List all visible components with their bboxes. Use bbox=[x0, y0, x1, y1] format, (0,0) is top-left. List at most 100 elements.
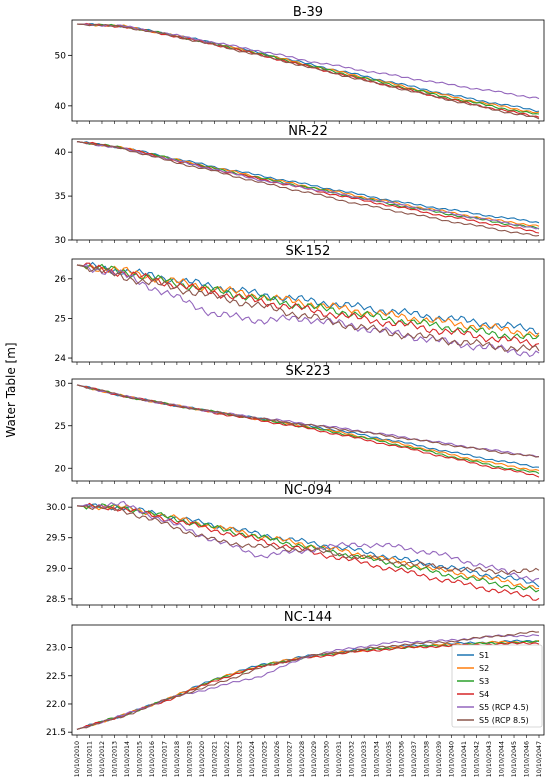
panel-nr-22: NR-22 30 35 40 bbox=[55, 124, 545, 246]
x-tick-label: 10/10/2031 bbox=[336, 741, 343, 777]
x-tick-label: 10/10/2042 bbox=[474, 741, 481, 777]
y-tick-label: 23.0 bbox=[46, 644, 66, 654]
panel-sk-152: SK-152 24 25 26 bbox=[55, 244, 545, 365]
panel-title: NC-144 bbox=[284, 610, 332, 625]
x-tick-label: 10/10/2035 bbox=[386, 741, 393, 777]
x-tick-label: 10/10/2011 bbox=[86, 741, 93, 777]
plot-frame bbox=[71, 138, 545, 241]
y-tick-label: 20 bbox=[55, 464, 67, 474]
y-tick-label: 30.0 bbox=[46, 503, 66, 513]
x-tick-label: 10/10/2022 bbox=[224, 741, 231, 777]
legend-label: S5 (RCP 4.5) bbox=[479, 703, 529, 712]
series-line-s1 bbox=[76, 261, 540, 335]
legend-box bbox=[451, 644, 543, 728]
series-line-s1 bbox=[76, 503, 540, 588]
x-tick-label: 10/10/2038 bbox=[424, 741, 431, 777]
x-tick-label: 10/10/2023 bbox=[236, 741, 243, 777]
x-tick-label: 10/10/2024 bbox=[249, 741, 256, 777]
legend-label: S2 bbox=[479, 664, 489, 673]
y-tick-label: 22.5 bbox=[46, 672, 66, 682]
series-line-s3 bbox=[76, 263, 540, 341]
x-tick-label: 10/10/2017 bbox=[161, 741, 168, 777]
series-line-s5-rcp-4-5- bbox=[76, 263, 540, 358]
y-tick-label: 30 bbox=[55, 379, 67, 389]
panel-nc-144: NC-144 21.5 22.0 22.5 23.0 bbox=[46, 610, 545, 738]
series-line-s5-rcp-8-5- bbox=[76, 504, 540, 576]
legend-label: S4 bbox=[479, 690, 489, 699]
x-tick-label: 10/10/2027 bbox=[286, 741, 293, 777]
x-tick-label: 10/10/2043 bbox=[486, 741, 493, 777]
series-line-s3 bbox=[76, 503, 540, 593]
plot-frame bbox=[71, 258, 545, 363]
series-line-s2 bbox=[76, 504, 540, 590]
y-tick-label: 22.0 bbox=[46, 700, 66, 710]
x-tick-label: 10/10/2019 bbox=[186, 741, 193, 777]
series-line-s5-rcp-8-5- bbox=[76, 23, 540, 120]
plot-frame bbox=[71, 497, 545, 606]
y-tick-label: 25 bbox=[55, 422, 66, 432]
plot-frame bbox=[71, 378, 545, 482]
x-tick-label: 10/10/2033 bbox=[361, 741, 368, 777]
x-tick-label: 10/10/2010 bbox=[74, 741, 81, 777]
x-tick-label: 10/10/2014 bbox=[124, 741, 131, 777]
panel-title: B-39 bbox=[293, 5, 323, 20]
x-tick-label: 10/10/2018 bbox=[174, 741, 181, 777]
panel-sk-223: SK-223 20 25 30 bbox=[55, 364, 545, 484]
x-tick-label: 10/10/2029 bbox=[311, 741, 318, 777]
panel-title: SK-223 bbox=[286, 364, 331, 379]
series-line-s2 bbox=[76, 23, 540, 114]
series-line-s5-rcp-4-5- bbox=[76, 384, 540, 458]
legend-label: S5 (RCP 8.5) bbox=[479, 716, 529, 725]
y-tick-label: 29.0 bbox=[46, 564, 66, 574]
series-line-s5-rcp-8-5- bbox=[76, 384, 540, 458]
x-tick-label: 10/10/2016 bbox=[149, 741, 156, 777]
y-axis-label: Water Table [m] bbox=[4, 342, 18, 437]
x-tick-label: 10/10/2032 bbox=[349, 741, 356, 777]
series-line-s5-rcp-8-5- bbox=[76, 630, 540, 730]
y-tick-label: 50 bbox=[55, 51, 67, 61]
x-tick-label: 10/10/2021 bbox=[211, 741, 218, 777]
x-tick-label: 10/10/2040 bbox=[449, 741, 456, 777]
legend-label: S3 bbox=[479, 677, 489, 686]
panel-title: NC-094 bbox=[284, 483, 332, 498]
legend-label: S1 bbox=[479, 651, 489, 660]
plot-frame bbox=[71, 19, 545, 122]
x-tick-label: 10/10/2015 bbox=[136, 741, 143, 777]
series-line-s5-rcp-8-5- bbox=[76, 141, 540, 237]
x-tick-label: 10/10/2036 bbox=[399, 741, 406, 777]
y-tick-label: 29.5 bbox=[46, 534, 66, 544]
y-tick-label: 30 bbox=[55, 236, 67, 246]
series-line-s1 bbox=[76, 384, 540, 468]
x-tick-label: 10/10/2028 bbox=[299, 741, 306, 777]
panel-title: NR-22 bbox=[288, 124, 327, 139]
y-tick-label: 21.5 bbox=[46, 728, 66, 738]
chart-panels: B-39 40 50 NR-22 30 35 40 SK-152 24 25 26 SK-223 20 2… bbox=[46, 5, 545, 777]
x-tick-label: 10/10/2034 bbox=[374, 741, 381, 777]
y-tick-label: 24 bbox=[55, 354, 67, 364]
x-tick-label: 10/10/2039 bbox=[436, 741, 443, 777]
x-tick-label: 10/10/2047 bbox=[536, 741, 543, 777]
y-tick-label: 40 bbox=[55, 102, 67, 112]
panel-title: SK-152 bbox=[286, 244, 331, 259]
panel-b-39: B-39 40 50 bbox=[55, 5, 545, 124]
series-line-s5-rcp-4-5- bbox=[76, 23, 540, 100]
x-tick-label: 10/10/2030 bbox=[324, 741, 331, 777]
x-tick-label: 10/10/2046 bbox=[524, 741, 531, 777]
series-line-s4 bbox=[76, 141, 540, 234]
x-tick-label: 10/10/2045 bbox=[511, 741, 518, 777]
x-tick-label: 10/10/2026 bbox=[274, 741, 281, 777]
x-tick-label: 10/10/2041 bbox=[461, 741, 468, 777]
series-line-s3 bbox=[76, 141, 540, 230]
x-tick-label: 10/10/2044 bbox=[499, 741, 506, 777]
y-tick-label: 35 bbox=[55, 192, 66, 202]
x-tick-label: 10/10/2037 bbox=[411, 741, 418, 777]
panel-nc-094: NC-094 28.5 29.0 29.5 30.0 bbox=[46, 483, 545, 608]
y-tick-label: 25 bbox=[55, 314, 66, 324]
plot-frame bbox=[71, 624, 545, 736]
y-tick-label: 28.5 bbox=[46, 595, 66, 605]
legend: S1 S2 S3 S4 S5 (RCP 4.5) S5 (RCP 8.5) bbox=[451, 644, 543, 728]
x-tick-label: 10/10/2013 bbox=[111, 741, 118, 777]
x-tick-label: 10/10/2025 bbox=[261, 741, 268, 777]
y-tick-label: 26 bbox=[55, 275, 67, 285]
